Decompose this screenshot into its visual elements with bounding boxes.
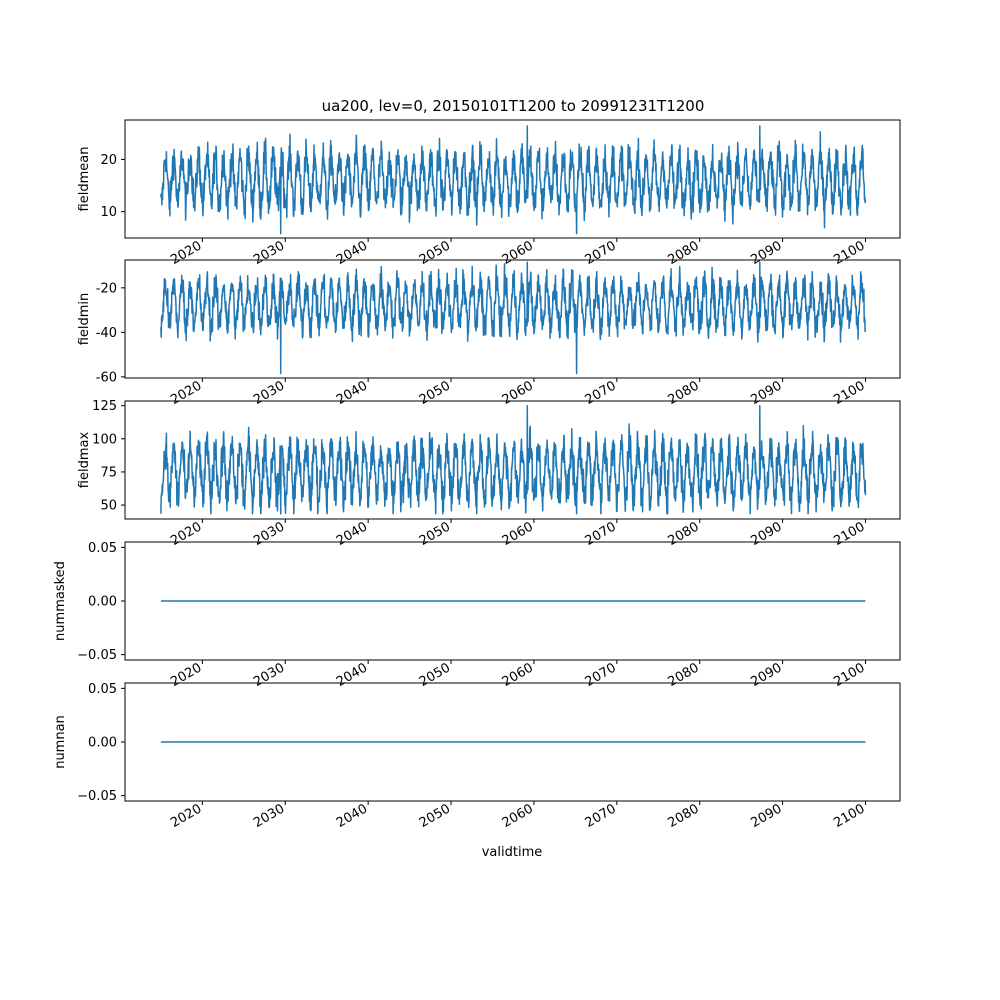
y-tick-label: -60 <box>96 370 117 385</box>
y-tick-label: 125 <box>92 399 117 414</box>
y-tick-label: -20 <box>96 281 117 296</box>
y-tick-label: 50 <box>100 499 117 514</box>
series-line-fieldmin <box>160 261 867 375</box>
y-tick-label: 100 <box>92 432 117 447</box>
y-axis-label-nummasked: nummasked <box>53 561 68 641</box>
y-axis-label-numnan: numnan <box>53 715 68 769</box>
series-line-fieldmax <box>160 404 867 515</box>
axes-frame-fieldmin <box>124 259 901 379</box>
y-tick-label: 0.05 <box>88 682 117 697</box>
y-axis-label-fieldmax: fieldmax <box>77 432 92 489</box>
y-tick-label: −0.05 <box>77 648 117 663</box>
y-tick-label: 0.05 <box>88 541 117 556</box>
x-axis-label: validtime <box>482 845 543 860</box>
y-tick-label: -40 <box>96 326 117 341</box>
y-tick-label: 20 <box>100 153 117 168</box>
y-tick-label: −0.05 <box>77 789 117 804</box>
y-tick-label: 0.00 <box>88 595 117 610</box>
y-axis-label-fieldmin: fieldmin <box>77 293 92 346</box>
y-tick-label: 0.00 <box>88 736 117 751</box>
y-axis-label-fieldmean: fieldmean <box>77 147 92 212</box>
series-line-fieldmean <box>160 125 867 235</box>
axes-frame-fieldmax <box>124 400 901 520</box>
y-tick-label: 10 <box>100 205 117 220</box>
figure-title: ua200, lev=0, 20150101T1200 to 20991231T… <box>322 97 705 115</box>
y-tick-label: 75 <box>100 465 117 480</box>
axes-frame-fieldmean <box>124 119 901 239</box>
